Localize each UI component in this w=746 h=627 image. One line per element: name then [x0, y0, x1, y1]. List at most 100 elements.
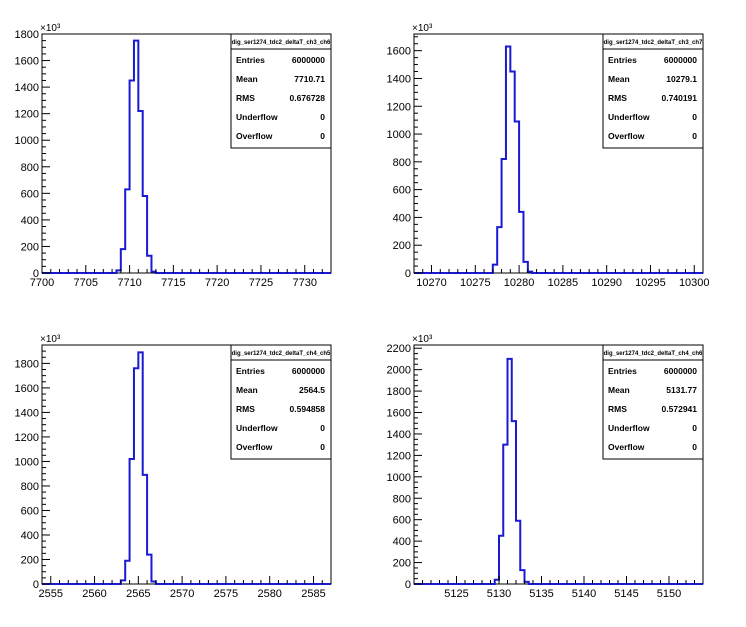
y-tick-label: 1200 [15, 432, 39, 444]
stats-label: Mean [608, 74, 630, 84]
histogram-pad-ch4-ch6: 5125 5130 5135 5140 5145 5150 0 200 400 600 800 100… [387, 334, 704, 600]
histogram-bin [121, 580, 125, 584]
y-tick-label: 1400 [387, 429, 411, 441]
y-tick-label: 0 [405, 579, 411, 591]
x-tick-label: 5145 [614, 588, 638, 600]
y-multiplier-label: ×10³ [40, 23, 61, 34]
y-tick-label: 200 [393, 240, 411, 252]
stats-label: RMS [608, 404, 627, 414]
x-tick-label: 2570 [170, 588, 194, 600]
y-tick-label: 1800 [387, 386, 411, 398]
stats-label: Entries [608, 55, 637, 65]
histogram-bin [134, 368, 138, 584]
histogram-bin [516, 521, 520, 584]
stats-value: 0.572941 [662, 404, 698, 414]
histogram-bin [151, 582, 155, 584]
stats-title: dig_ser1274_tdc2_deltaT_ch4_ch6 [604, 351, 703, 357]
stats-box [230, 344, 332, 460]
y-tick-label: 2000 [387, 365, 411, 377]
y-tick-label: 1600 [15, 56, 39, 68]
y-tick-label: 400 [393, 536, 411, 548]
stats-value: 7710.71 [294, 74, 325, 84]
histogram-bin [495, 580, 499, 584]
y-tick-label: 200 [21, 241, 39, 253]
y-tick-label: 1800 [15, 29, 39, 41]
y-tick-label: 1800 [15, 358, 39, 370]
x-tick-label: 7730 [292, 277, 316, 289]
x-tick-label: 7705 [74, 277, 98, 289]
histogram-bin [138, 352, 142, 584]
stats-box [602, 344, 704, 460]
stats-value: 0.594858 [290, 404, 326, 414]
histogram-bin [147, 256, 151, 273]
stats-label: Overflow [236, 131, 273, 141]
x-tick-label: 7720 [205, 277, 229, 289]
y-tick-label: 1600 [15, 383, 39, 395]
x-tick-label: 7715 [161, 277, 185, 289]
x-tick-label: 5125 [444, 588, 468, 600]
x-tick-label: 5135 [529, 588, 553, 600]
y-tick-label: 600 [393, 185, 411, 197]
y-tick-label: 400 [21, 530, 39, 542]
histogram-bin [499, 536, 503, 584]
stats-label: Mean [236, 74, 258, 84]
histogram-bin [506, 47, 510, 273]
x-tick-label: 10295 [635, 277, 666, 289]
x-tick-label: 2555 [39, 588, 63, 600]
x-tick-label: 5130 [487, 588, 511, 600]
y-tick-label: 800 [393, 157, 411, 169]
stats-label: Underflow [608, 423, 650, 433]
histogram-pad-ch3-ch6: 7700 7705 7710 7715 7720 7725 7730 0 200 400 600 80… [15, 23, 332, 289]
y-tick-label: 1000 [15, 456, 39, 468]
x-tick-label: 5150 [657, 588, 681, 600]
x-tick-label: 7725 [249, 277, 273, 289]
x-tick-label: 10275 [460, 277, 491, 289]
x-tick-label: 10290 [591, 277, 622, 289]
histogram-pad-ch3-ch7: 10270 10275 10280 10285 10290 10295 10300 0 200 4… [387, 23, 710, 289]
stats-label: Underflow [236, 423, 278, 433]
histogram-bin [493, 265, 497, 273]
y-tick-label: 1400 [15, 82, 39, 94]
y-tick-label: 1000 [387, 472, 411, 484]
stats-value: 0 [320, 131, 325, 141]
x-tick-label: 2560 [82, 588, 106, 600]
x-tick-label: 10270 [416, 277, 447, 289]
stats-label: Mean [236, 385, 258, 395]
histogram-bin [134, 41, 138, 273]
histogram-bin [519, 212, 523, 273]
stats-value: 6000000 [292, 55, 325, 65]
histogram-bin [525, 582, 529, 584]
histogram-bin [116, 270, 120, 273]
y-multiplier-label: ×10³ [40, 334, 61, 345]
stats-label: Entries [236, 55, 265, 65]
stats-value: 0 [692, 442, 697, 452]
y-tick-label: 800 [21, 162, 39, 174]
y-tick-label: 1600 [387, 46, 411, 58]
stats-value: 0 [320, 112, 325, 122]
stats-value: 0.676728 [290, 93, 326, 103]
histogram-bin [130, 459, 134, 584]
histogram-line [42, 39, 331, 274]
histogram-bin [138, 111, 142, 273]
stats-box [602, 33, 704, 149]
y-multiplier-label: ×10³ [412, 334, 433, 345]
stats-value: 2564.5 [299, 385, 325, 395]
stats-value: 10279.1 [666, 74, 697, 84]
histogram-line [414, 357, 703, 585]
stats-value: 6000000 [664, 366, 697, 376]
histogram-line [42, 351, 331, 585]
stats-value: 0 [692, 112, 697, 122]
stats-label: RMS [608, 93, 627, 103]
stats-title: dig_ser1274_tdc2_deltaT_ch3_ch7 [604, 40, 703, 46]
histogram-bin [143, 475, 147, 584]
x-tick-label: 10280 [504, 277, 535, 289]
x-tick-label: 7710 [117, 277, 141, 289]
y-tick-label: 600 [393, 515, 411, 527]
stats-label: Overflow [608, 131, 645, 141]
stats-label: RMS [236, 404, 255, 414]
y-tick-label: 1200 [387, 101, 411, 113]
y-tick-label: 1000 [387, 129, 411, 141]
x-tick-label: 10300 [679, 277, 710, 289]
y-tick-label: 2200 [387, 343, 411, 355]
histogram-bin [497, 227, 501, 273]
